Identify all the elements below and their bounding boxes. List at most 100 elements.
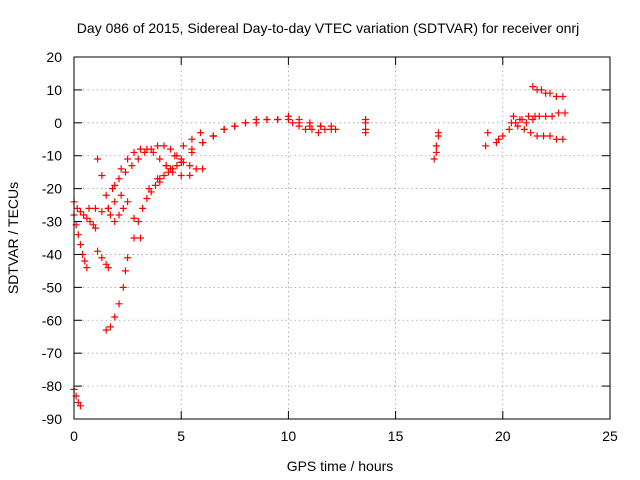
series-arc-v bbox=[507, 119, 567, 143]
data-point bbox=[106, 323, 114, 331]
data-point bbox=[495, 135, 503, 143]
x-tick-label: 20 bbox=[495, 428, 511, 444]
data-point bbox=[555, 109, 563, 117]
series-arc-c bbox=[70, 385, 84, 410]
x-tick-label: 25 bbox=[602, 428, 618, 444]
data-point bbox=[186, 171, 194, 179]
data-point bbox=[432, 142, 440, 150]
data-point bbox=[484, 129, 492, 137]
series-arc-g bbox=[85, 191, 144, 242]
data-point bbox=[559, 135, 567, 143]
data-point bbox=[321, 125, 329, 133]
data-point bbox=[432, 148, 440, 156]
data-point bbox=[166, 145, 174, 153]
data-point bbox=[124, 155, 132, 163]
data-point bbox=[559, 92, 567, 100]
data-point bbox=[295, 116, 303, 124]
data-point bbox=[76, 241, 84, 249]
data-point bbox=[548, 112, 556, 120]
plot-frame bbox=[73, 56, 611, 420]
data-point bbox=[145, 185, 153, 193]
y-tick-label: -90 bbox=[42, 411, 62, 427]
series-arc-j bbox=[130, 158, 185, 242]
data-point bbox=[119, 283, 127, 291]
data-point bbox=[179, 142, 187, 150]
y-tick-label: -10 bbox=[42, 148, 62, 164]
data-point bbox=[83, 214, 91, 222]
data-point bbox=[124, 198, 132, 206]
data-point bbox=[102, 326, 110, 334]
data-point bbox=[121, 168, 129, 176]
data-point bbox=[514, 122, 522, 130]
data-point bbox=[242, 119, 250, 127]
series-arc-o bbox=[252, 112, 340, 133]
data-point bbox=[143, 195, 151, 203]
data-point bbox=[520, 125, 528, 133]
data-point bbox=[252, 116, 260, 124]
y-tick-label: -50 bbox=[42, 279, 62, 295]
data-point bbox=[220, 125, 228, 133]
data-point bbox=[117, 191, 125, 199]
data-point bbox=[115, 300, 123, 308]
data-point bbox=[308, 125, 316, 133]
y-axis-label: SDTVAR / TECUs bbox=[5, 182, 21, 294]
data-point bbox=[199, 139, 207, 147]
data-point bbox=[102, 191, 110, 199]
data-point bbox=[546, 89, 554, 97]
data-point bbox=[209, 132, 217, 140]
data-marks bbox=[70, 83, 569, 410]
data-point bbox=[231, 122, 239, 130]
y-tick-label: -40 bbox=[42, 246, 62, 262]
data-point bbox=[186, 162, 194, 170]
data-point bbox=[188, 135, 196, 143]
data-point bbox=[510, 112, 518, 120]
data-point bbox=[188, 148, 196, 156]
data-point bbox=[274, 116, 282, 124]
data-point bbox=[529, 83, 537, 91]
data-point bbox=[76, 402, 84, 410]
data-point bbox=[147, 145, 155, 153]
data-point bbox=[552, 135, 560, 143]
data-point bbox=[533, 132, 541, 140]
data-point bbox=[529, 116, 537, 124]
y-tick-label: -20 bbox=[42, 181, 62, 197]
data-point bbox=[434, 129, 442, 137]
data-point bbox=[156, 178, 164, 186]
data-point bbox=[314, 129, 322, 137]
series-arc-e bbox=[102, 254, 132, 334]
data-point bbox=[111, 198, 119, 206]
data-point bbox=[121, 267, 129, 275]
data-point bbox=[130, 214, 138, 222]
series-arc-a bbox=[70, 198, 99, 232]
data-point bbox=[263, 116, 271, 124]
data-point bbox=[154, 142, 162, 150]
data-point bbox=[507, 119, 515, 127]
data-point bbox=[537, 86, 545, 94]
y-tick-label: -80 bbox=[42, 378, 62, 394]
data-point bbox=[74, 231, 82, 239]
data-point bbox=[81, 257, 89, 265]
data-point bbox=[130, 148, 138, 156]
data-point bbox=[192, 165, 200, 173]
axis-ticks: 20 10 0 -10 -20 -30 -40 -50 -60 -70 -80 -90 0 5 10 15 20… bbox=[42, 49, 618, 444]
data-point bbox=[177, 171, 185, 179]
data-point bbox=[162, 162, 170, 170]
data-point bbox=[160, 171, 168, 179]
data-point bbox=[111, 313, 119, 321]
data-point bbox=[525, 112, 533, 120]
data-point bbox=[482, 142, 490, 150]
data-point bbox=[141, 148, 149, 156]
series-arc-u bbox=[510, 109, 569, 127]
series-arc-d bbox=[94, 247, 112, 272]
data-point bbox=[527, 129, 535, 137]
y-tick-label: 10 bbox=[46, 82, 62, 98]
data-point bbox=[130, 234, 138, 242]
data-point bbox=[73, 204, 81, 212]
data-point bbox=[166, 165, 174, 173]
data-point bbox=[284, 112, 292, 120]
data-point bbox=[177, 158, 185, 166]
data-point bbox=[94, 247, 102, 255]
series-arc-i bbox=[109, 142, 207, 193]
data-point bbox=[136, 145, 144, 153]
